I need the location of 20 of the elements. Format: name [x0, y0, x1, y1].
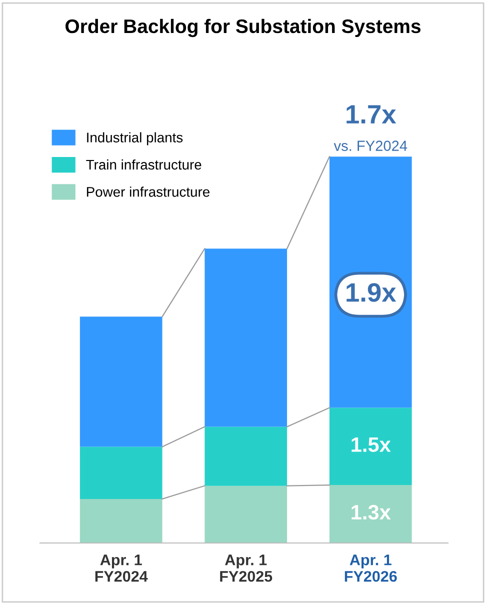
x-tick-label: Apr. 1 FY2025 [220, 554, 272, 582]
chart-title: Order Backlog for Substation Systems [66, 18, 420, 38]
bar [204, 248, 288, 427]
bar [80, 446, 162, 499]
legend-label: Power infrastructure [86, 186, 210, 197]
bar [80, 498, 162, 543]
bar [204, 426, 288, 486]
text: vs. FY2024 [334, 140, 408, 151]
bar [80, 316, 162, 447]
annotation: 1.3x [352, 504, 391, 520]
x-tick-label: Apr. 1 FY2026 [344, 554, 397, 582]
bar [204, 486, 288, 543]
bar [329, 408, 412, 486]
legend-label: Train infrastructure [86, 159, 202, 170]
annotation: 1.5x [352, 437, 391, 452]
x-tick-label: Apr. 1 FY2024 [95, 554, 148, 582]
annotation: 1.9x [346, 283, 396, 302]
text: 1.7x [346, 105, 396, 124]
bar [329, 485, 412, 543]
legend-label: Industrial plants [87, 132, 183, 146]
